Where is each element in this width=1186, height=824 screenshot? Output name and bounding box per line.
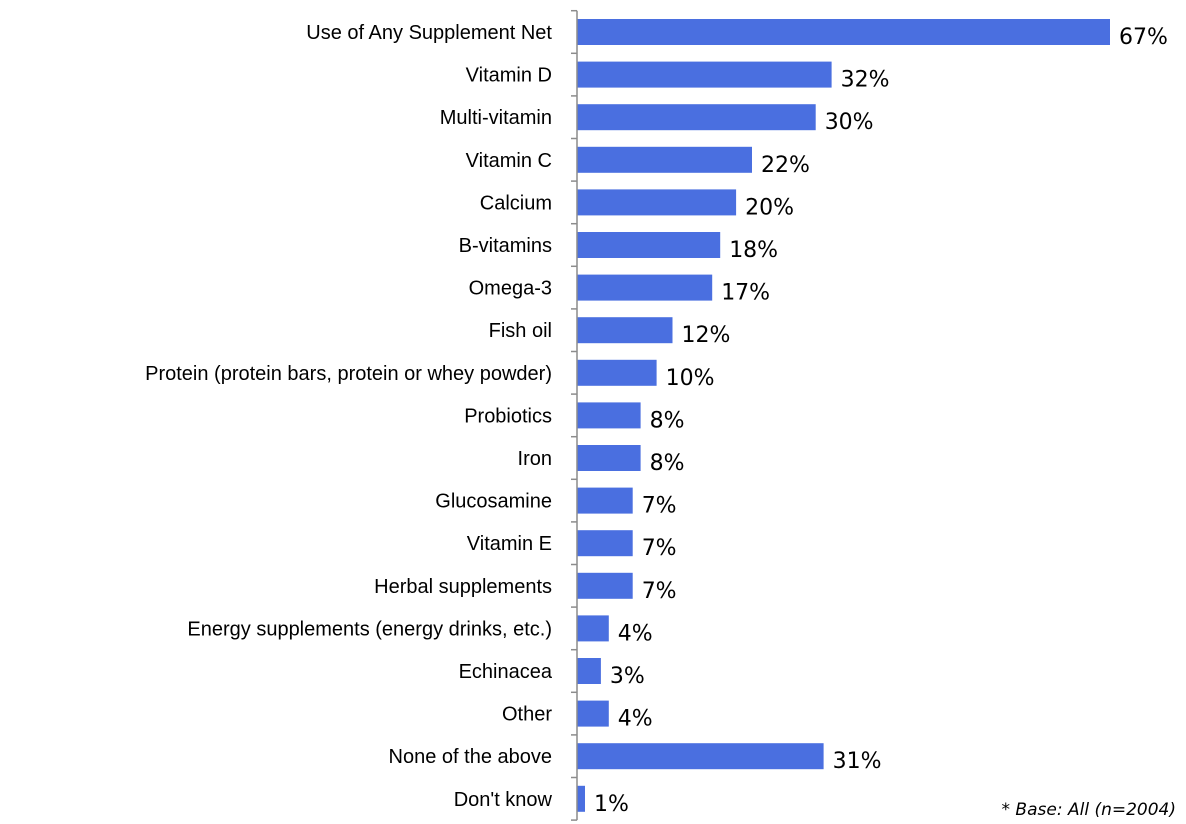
- value-label: 1%: [594, 792, 629, 817]
- bar: [577, 402, 641, 429]
- bar: [577, 487, 633, 514]
- category-label: Vitamin D: [466, 65, 552, 87]
- base-footnote: * Base: All (n=2004): [1002, 800, 1176, 820]
- category-label: Glucosamine: [435, 491, 552, 513]
- bar: [577, 445, 641, 471]
- value-label: 30%: [825, 110, 874, 135]
- bar: [577, 61, 832, 88]
- category-label: Vitamin C: [466, 150, 552, 172]
- bar: [577, 274, 713, 301]
- value-label: 8%: [650, 451, 685, 476]
- category-label: Multi-vitamin: [440, 107, 552, 129]
- category-label: Iron: [518, 448, 552, 470]
- category-label: Vitamin E: [467, 533, 552, 555]
- value-label: 20%: [745, 195, 794, 220]
- bar: [577, 572, 633, 599]
- bar: [577, 19, 1110, 45]
- category-label: Protein (protein bars, protein or whey p…: [145, 363, 552, 385]
- category-label: Calcium: [480, 192, 552, 214]
- value-label: 4%: [618, 621, 653, 646]
- bar: [577, 615, 609, 642]
- bar: [577, 785, 585, 812]
- bar: [577, 700, 609, 727]
- bar: [577, 146, 752, 173]
- category-label: Don't know: [454, 789, 553, 811]
- value-label: 3%: [610, 664, 645, 689]
- category-label: Other: [502, 704, 552, 726]
- value-label: 12%: [682, 323, 731, 348]
- bar: [577, 743, 824, 770]
- bars-layer: [577, 19, 1110, 812]
- value-label: 22%: [761, 153, 810, 178]
- value-label: 31%: [833, 749, 882, 774]
- category-labels: Use of Any Supplement Net Vitamin D Multi-…: [145, 22, 553, 811]
- value-label: 32%: [841, 68, 890, 93]
- value-label: 18%: [729, 238, 778, 263]
- bar: [577, 104, 816, 131]
- value-label: 4%: [618, 707, 653, 732]
- category-label: None of the above: [389, 746, 552, 768]
- category-label: Herbal supplements: [374, 576, 552, 598]
- category-axis: [571, 9, 578, 821]
- value-label: 67%: [1119, 25, 1168, 50]
- bar: [577, 232, 721, 258]
- bar: [577, 317, 673, 344]
- value-labels: 67% 32% 30% 22% 20% 18% 17% 12% 10% 8% 8% 7% 7% 7% 4% 3…: [594, 25, 1168, 817]
- value-label: 7%: [642, 494, 677, 519]
- bar: [577, 530, 633, 557]
- value-label: 10%: [666, 366, 715, 391]
- category-label: Echinacea: [459, 661, 553, 683]
- category-label: Fish oil: [489, 320, 552, 342]
- bar: [577, 359, 657, 386]
- value-label: 7%: [642, 536, 677, 561]
- category-label: Use of Any Supplement Net: [306, 22, 552, 44]
- bar: [577, 189, 737, 216]
- category-label: Omega-3: [469, 278, 552, 300]
- value-label: 8%: [650, 408, 685, 433]
- value-label: 17%: [721, 281, 770, 306]
- category-label: Energy supplements (energy drinks, etc.): [187, 618, 552, 640]
- value-label: 7%: [642, 579, 677, 604]
- category-label: Probiotics: [464, 405, 552, 427]
- category-label: B-vitamins: [459, 235, 552, 257]
- bar: [577, 658, 601, 684]
